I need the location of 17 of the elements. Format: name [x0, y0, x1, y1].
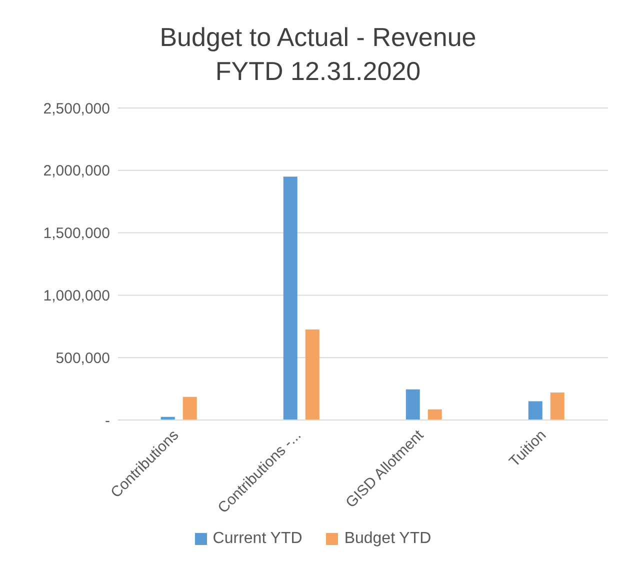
bar	[283, 176, 298, 420]
bar	[528, 401, 542, 420]
bar	[428, 409, 442, 420]
y-tick-label: 1,500,000	[43, 225, 110, 242]
bar	[406, 389, 420, 420]
chart-subtitle: FYTD 12.31.2020	[214, 55, 422, 88]
y-tick-label: 2,000,000	[43, 162, 110, 180]
y-tick-label: 500,000	[56, 350, 110, 367]
y-tick-label: 2,500,000	[43, 100, 110, 118]
legend-label: Current YTD	[212, 530, 302, 548]
legend-label: Budget YTD	[344, 530, 432, 548]
chart-title: Budget to Actual - Revenue	[158, 21, 478, 54]
bar	[182, 396, 197, 420]
bar	[550, 392, 564, 420]
y-tick-label: -	[105, 412, 110, 430]
y-tick-label: 1,000,000	[43, 288, 110, 305]
bar	[305, 330, 320, 420]
